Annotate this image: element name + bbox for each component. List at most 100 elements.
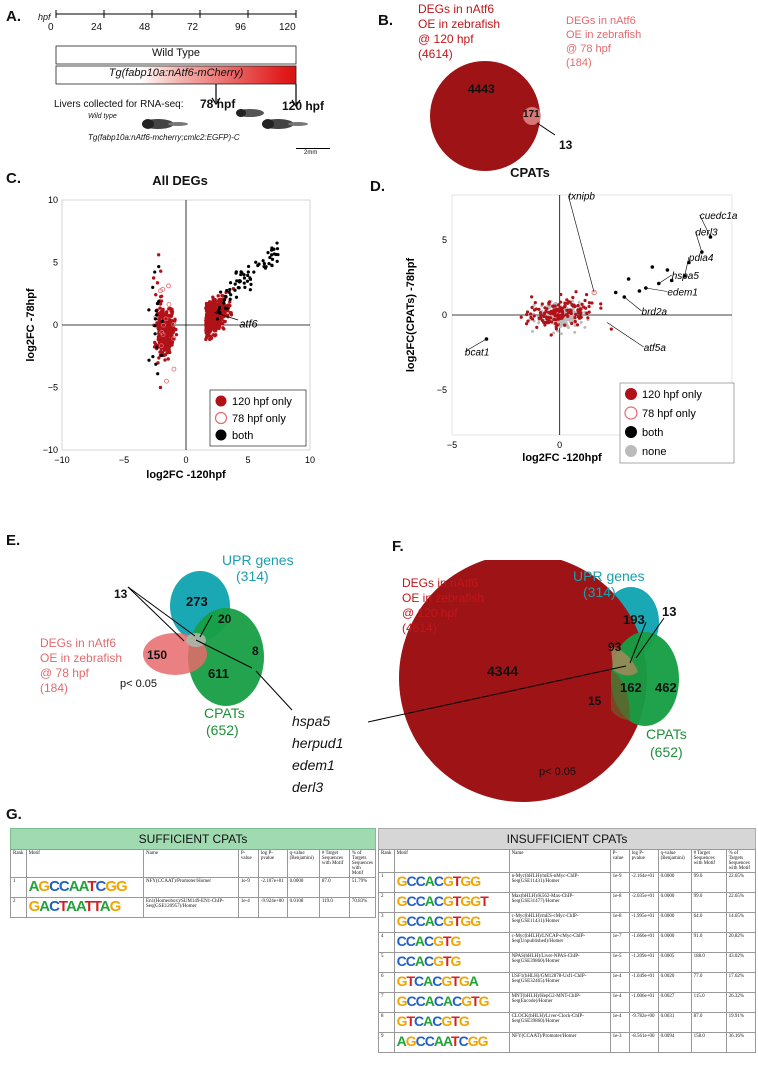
motif-logo: GCCACGTGG: [393, 872, 510, 893]
point-both: [238, 279, 242, 283]
y-tick-label: 0: [53, 320, 58, 330]
point-both: [257, 262, 261, 266]
chart-c-scatter: −10 −5 0 5 10 10 5 0 −5 −10 log2FC -120hpf log2FC -…: [25, 195, 315, 481]
point-120-only: [587, 304, 591, 309]
legend-marker: [624, 406, 638, 420]
point-both: [151, 354, 155, 359]
motif-logp: -2.164e+01: [628, 872, 659, 893]
motif-row: 3 GCCACGTGG c-Myc(bHLH)/mES-cMyc-ChIP-Seq(…: [378, 912, 757, 933]
motif-name: Max(bHLH)/K562-Max-ChIP-Seq(GSE31477)/Ho…: [508, 892, 611, 913]
point-120-only: [211, 320, 215, 324]
legend-label: none: [642, 446, 666, 458]
point-120-only: [205, 335, 209, 339]
motif-n: 188.0: [690, 952, 727, 973]
point-none: [565, 317, 569, 321]
legend-marker: [625, 426, 637, 438]
point-120-only: [525, 312, 529, 317]
point-120-only: [554, 327, 558, 331]
motif-name: NFY(CCAAT)/Promoter/Homer: [508, 1032, 611, 1053]
point-120-only: [560, 316, 564, 320]
motif-logp: -9.924e+00: [257, 897, 288, 918]
point-both: [242, 281, 246, 285]
point-120-only: [217, 303, 221, 307]
venn-b: [430, 61, 556, 171]
point-both: [266, 251, 270, 255]
point-120-only: [575, 323, 580, 327]
annot-line: [568, 195, 595, 293]
point-120-only: [214, 329, 218, 333]
legend-label: both: [642, 427, 663, 439]
point-120-only: [587, 310, 591, 314]
degs-120-label: DEGs in nAtf6 OE in zebrafish @ 120 hpf (46…: [418, 2, 501, 61]
venn-b-count-main: 4443: [468, 82, 495, 96]
point-120-only: [157, 356, 161, 360]
panel-label-a: A.: [6, 8, 21, 25]
motif-n: 99.0: [690, 892, 727, 913]
point-120-only: [153, 342, 158, 346]
point-both: [275, 247, 280, 251]
sufficient-table-header-row: Rank Motif Name P-value log P-pvalue q-value…: [10, 849, 377, 878]
point-120-only: [529, 315, 533, 319]
motif-rank: 7: [378, 992, 395, 1013]
motif-row: 4 CCACGTG c-Myc(bHLH)/LNCAP-cMyc-ChIP-Seq(…: [378, 932, 757, 953]
point-none: [571, 299, 575, 303]
motif-name: En1(Homeobox)/SUM149-EN1-ChIP-Seq(GSE120…: [143, 897, 239, 918]
motif-name: c-Myc(bHLH)/LNCAP-cMyc-ChIP-Seq(Unpublis…: [508, 932, 611, 953]
point-120-only: [586, 316, 590, 320]
venn-e-pvalue: p< 0.05: [120, 678, 158, 690]
panel-label-f: F.: [392, 538, 404, 555]
point-120-only: [168, 314, 172, 318]
point-both: [225, 306, 229, 311]
point-120-only: [206, 322, 210, 327]
degs-78-label: DEGs in nAtf6 OE in zebrafish @ 78 hpf (184…: [566, 15, 642, 69]
motif-n: 64.0: [690, 912, 727, 933]
annot-line: [684, 256, 690, 277]
point-both: [240, 271, 244, 275]
point-both: [708, 235, 713, 239]
motif-p: 1e-4: [609, 972, 630, 993]
venn-f-n13: 13: [662, 604, 677, 619]
motif-pct: 51.79%: [348, 877, 377, 898]
point-both: [223, 294, 228, 299]
venn-e-n611: 611: [208, 666, 229, 681]
venn-e-n273: 273: [186, 594, 208, 609]
point-120-only: [563, 301, 567, 305]
legend-label: 120 hpf only: [232, 396, 292, 408]
point-both: [234, 295, 239, 299]
point-120-only: [539, 316, 543, 320]
motif-q: 0.0000: [657, 912, 692, 933]
annot-atf6: atf6: [239, 319, 258, 331]
point-none: [577, 300, 581, 304]
point-120-only: [542, 320, 546, 325]
point-both: [246, 270, 250, 274]
point-both: [233, 282, 237, 286]
timeline-ticks: 0 24 48 72 96 120: [48, 22, 296, 33]
point-120-only: [524, 322, 529, 326]
point-both: [153, 332, 157, 336]
motif-pct: 20.82%: [725, 932, 757, 953]
point-both: [665, 268, 670, 272]
point-both: [249, 282, 253, 286]
gene-annotation: txnipb: [568, 192, 595, 203]
point-both: [267, 262, 271, 266]
annot-line: [214, 312, 239, 321]
annot-line: [645, 287, 668, 292]
motif-q: 0.0000: [657, 932, 692, 953]
point-120-only: [211, 306, 216, 311]
transgenic-bar-label: Tg(fabp10a:nAtf6-mCherry): [108, 67, 244, 79]
motif-logo: GTCACGTG: [393, 1012, 510, 1033]
venn-f-upr-label: UPR genes: [573, 568, 645, 584]
motif-logp: -1.049e+01: [628, 972, 659, 993]
motif-row: 5 CCACGTG NPAS(bHLH)/Liver-NPAS-ChIP-Seq(G…: [378, 952, 757, 973]
motif-rank: 5: [378, 952, 395, 973]
gene-annotation: atf5a: [644, 343, 667, 354]
point-120-only: [574, 312, 578, 317]
point-120-only: [225, 313, 230, 317]
point-none: [537, 321, 541, 325]
point-both: [153, 324, 157, 328]
point-120-only: [561, 314, 566, 318]
point-both: [218, 310, 222, 315]
motif-logp: -1.209e+01: [628, 952, 659, 973]
point-120-only: [168, 350, 172, 355]
point-120-only: [229, 313, 234, 317]
